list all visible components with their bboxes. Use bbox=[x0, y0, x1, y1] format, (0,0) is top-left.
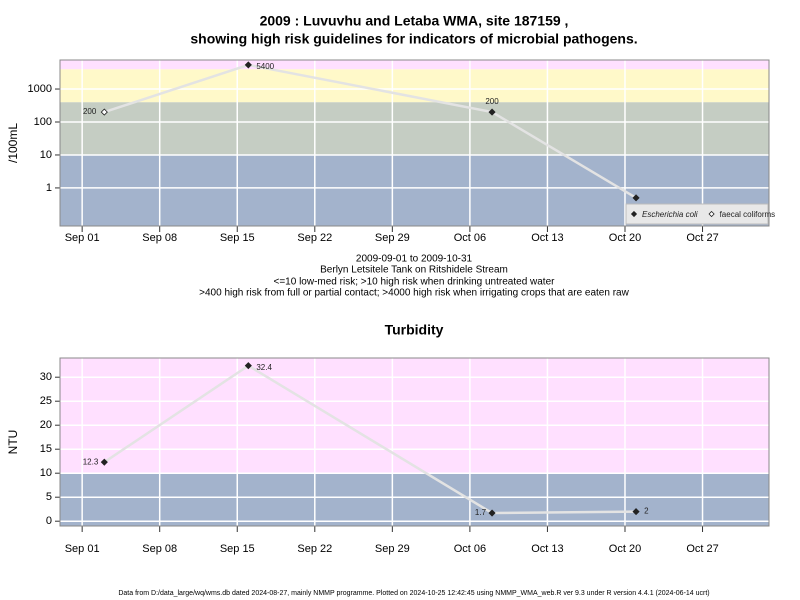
y-tick-label: 10 bbox=[40, 467, 52, 479]
x-tick-label: Sep 29 bbox=[375, 543, 410, 555]
x-tick-label: Sep 22 bbox=[297, 232, 332, 244]
y-axis-label: NTU bbox=[6, 430, 20, 455]
data-label: 2 bbox=[644, 507, 649, 516]
data-point bbox=[100, 458, 108, 466]
risk-band bbox=[60, 473, 769, 526]
legend-box bbox=[625, 203, 769, 225]
data-label: 200 bbox=[485, 97, 499, 106]
y-tick-label: 1 bbox=[46, 182, 52, 194]
y-tick-label: 5 bbox=[46, 491, 52, 503]
y-tick-label: 15 bbox=[40, 443, 52, 455]
y-tick-label: 10 bbox=[40, 149, 52, 161]
x-tick-label: Sep 15 bbox=[220, 543, 255, 555]
data-point bbox=[488, 108, 496, 116]
risk-band bbox=[60, 60, 769, 70]
y-tick-label: 25 bbox=[40, 395, 52, 407]
caption: Berlyn Letsitele Tank on Ritshidele Stre… bbox=[320, 265, 508, 276]
legend-label: faecal coliforms bbox=[720, 210, 776, 219]
data-point bbox=[100, 108, 108, 116]
data-label: 1.7 bbox=[475, 508, 487, 517]
plot-frame bbox=[59, 357, 770, 527]
x-tick-label: Oct 20 bbox=[609, 232, 641, 244]
data-point bbox=[244, 61, 252, 69]
x-tick-label: Oct 06 bbox=[454, 232, 486, 244]
x-tick-label: Sep 08 bbox=[142, 543, 177, 555]
x-tick-label: Oct 13 bbox=[531, 232, 563, 244]
y-tick-label: 1000 bbox=[28, 83, 52, 95]
data-label: 32.4 bbox=[256, 363, 272, 372]
legend-marker bbox=[630, 210, 638, 218]
risk-band bbox=[60, 102, 769, 155]
x-tick-label: Sep 01 bbox=[65, 543, 100, 555]
x-tick-label: Oct 13 bbox=[531, 543, 563, 555]
risk-band bbox=[60, 358, 769, 474]
legend-marker bbox=[708, 210, 715, 218]
y-tick-label: 100 bbox=[34, 116, 52, 128]
x-tick-label: Sep 29 bbox=[375, 232, 410, 244]
connecting-line bbox=[103, 63, 637, 199]
connecting-line bbox=[103, 364, 637, 515]
x-tick-label: Oct 06 bbox=[454, 543, 486, 555]
x-tick-label: Sep 08 bbox=[142, 232, 177, 244]
data-point bbox=[244, 362, 252, 370]
x-tick-label: Sep 22 bbox=[297, 543, 332, 555]
x-tick-label: Oct 20 bbox=[609, 543, 641, 555]
x-tick-label: Oct 27 bbox=[686, 232, 718, 244]
data-point bbox=[488, 509, 496, 517]
x-tick-label: Sep 01 bbox=[65, 232, 100, 244]
data-point bbox=[632, 508, 640, 516]
caption: 2009-09-01 to 2009-10-31 bbox=[356, 254, 473, 265]
chart-title: Turbidity bbox=[385, 322, 444, 338]
data-label: 12.3 bbox=[83, 457, 99, 466]
footer: Data from D:/data_large/wq/wms.db dated … bbox=[118, 590, 709, 597]
x-tick-label: Oct 27 bbox=[686, 543, 718, 555]
caption: >400 high risk from full or partial cont… bbox=[199, 288, 629, 299]
y-tick-label: 0 bbox=[46, 515, 52, 527]
title: 2009 : Luvuvhu and Letaba WMA, site 1871… bbox=[260, 13, 569, 29]
data-label: 200 bbox=[83, 107, 97, 116]
y-tick-label: 20 bbox=[40, 419, 52, 431]
x-tick-label: Sep 15 bbox=[220, 232, 255, 244]
data-label: 5400 bbox=[256, 62, 274, 71]
legend-label: Escherichia coli bbox=[642, 210, 698, 219]
y-tick-label: 30 bbox=[40, 371, 52, 383]
data-point bbox=[632, 194, 640, 202]
plot-frame bbox=[59, 59, 770, 227]
caption: <=10 low-med risk; >10 high risk when dr… bbox=[274, 277, 556, 288]
y-axis-label: /100mL bbox=[6, 123, 20, 163]
subtitle: showing high risk guidelines for indicat… bbox=[190, 31, 637, 47]
